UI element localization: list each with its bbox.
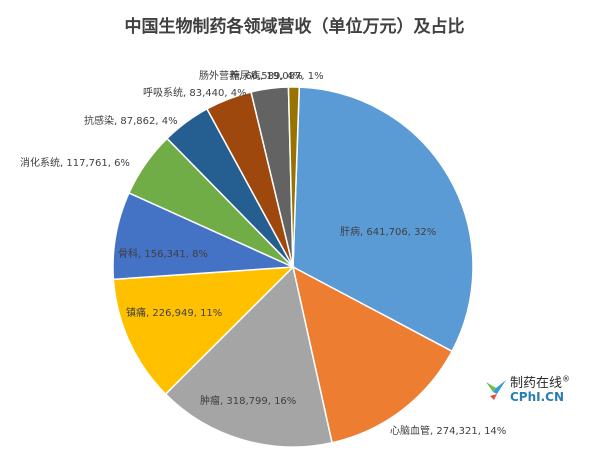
slice-label-9: 肠外营养, 66,589, 4% [199, 69, 303, 82]
cphi-logo-icon [486, 380, 506, 400]
slice-label-2: 心脑血管, 274,321, 14% [390, 424, 506, 437]
slice-label-4: 镇痛, 226,949, 11% [126, 306, 222, 319]
slice-label-6: 消化系统, 117,761, 6% [20, 156, 130, 169]
watermark-cn-text: 制药在线® [510, 374, 571, 391]
slice-label-5: 骨科, 156,341, 8% [118, 247, 208, 260]
slice-label-10: 糖尿病, 19,087, 1% [230, 69, 324, 82]
pie-labels: 肝病, 641,706, 32% 心脑血管, 274,321, 14% 肿瘤, 31… [20, 69, 506, 437]
pie-slice-4 [112, 266, 295, 396]
pie-slice-1 [292, 86, 474, 353]
pie-slice-10 [287, 86, 301, 268]
cphi-watermark: 制药在线® CPhI.CN [484, 372, 584, 412]
pie-slice-2 [291, 265, 454, 444]
pie-slices [112, 86, 474, 448]
watermark-en-text: CPhI.CN [510, 390, 565, 404]
slice-label-8: 呼吸系统, 83,440, 4% [143, 86, 247, 99]
slice-label-3: 肿瘤, 318,799, 16% [200, 394, 296, 407]
slice-label-1: 肝病, 641,706, 32% [340, 225, 436, 238]
slice-label-7: 抗感染, 87,862, 4% [84, 114, 178, 127]
chart-title: 中国生物制药各领域营收（单位万元）及占比 [124, 17, 465, 37]
pie-slice-3 [164, 265, 333, 448]
